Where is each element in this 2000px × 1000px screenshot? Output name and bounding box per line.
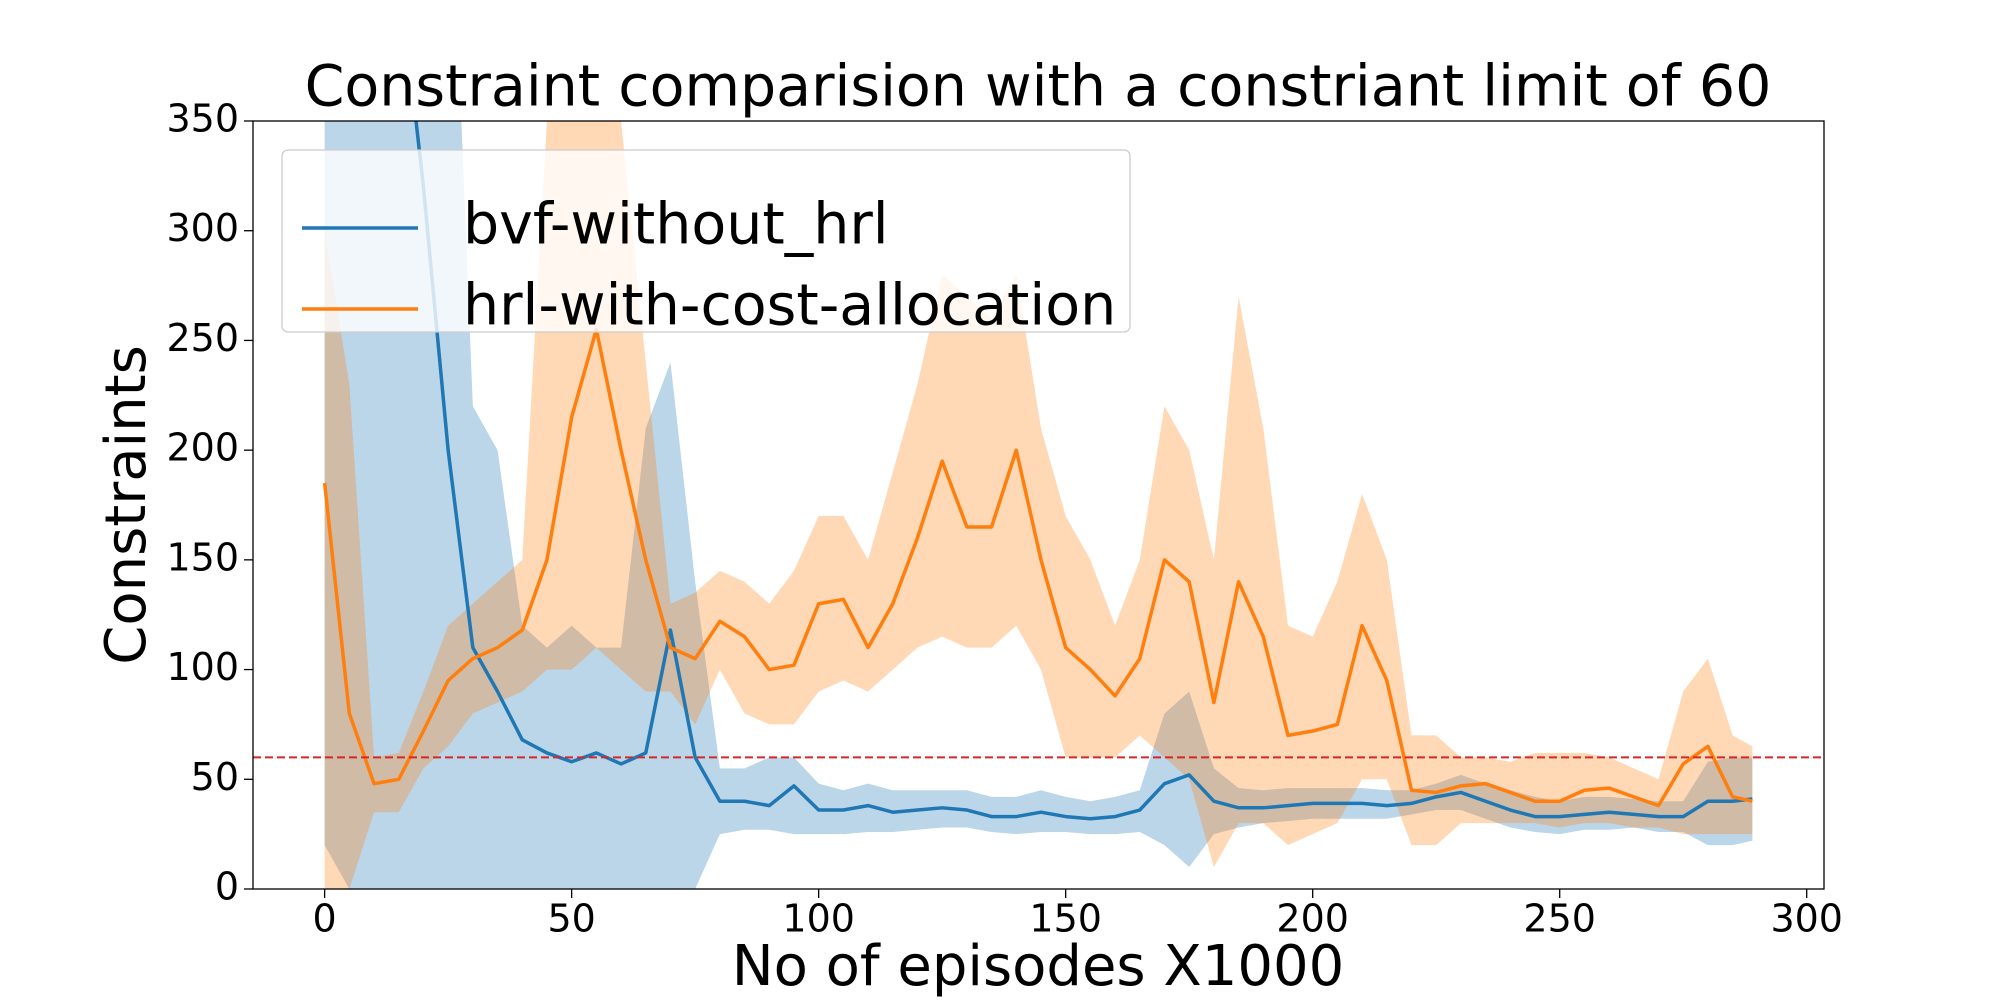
y-tick-label: 300 (166, 206, 239, 250)
confidence-band (324, 121, 1753, 889)
x-axis-label: No of episodes X1000 (732, 934, 1345, 999)
x-tick-label: 150 (1029, 897, 1102, 941)
series-line (414, 121, 1753, 821)
x-tick-label: 0 (313, 897, 337, 941)
legend-label: bvf-without_hrl (463, 192, 889, 258)
y-tick-label: 0 (215, 865, 239, 909)
x-tick-label: 100 (782, 897, 855, 941)
y-tick-label: 150 (166, 535, 239, 579)
y-tick-label: 200 (166, 426, 239, 470)
plot-frame (252, 120, 1825, 890)
axes: 0 50 100 150 200 250 300 0 50 100 150 200 250 300 350 (166, 97, 1843, 941)
y-tick-label: 250 (166, 316, 239, 360)
x-tick-label: 250 (1523, 897, 1596, 941)
legend-label: hrl-with-cost-allocation (463, 273, 1116, 339)
plot-area (253, 121, 1824, 889)
legend-box (281, 149, 1131, 333)
y-tick-label: 350 (166, 97, 239, 141)
series-line (322, 327, 1753, 808)
x-tick-label: 200 (1276, 897, 1349, 941)
x-tick-label: 300 (1770, 897, 1843, 941)
legend: bvf-without_hrl hrl-with-cost-allocation (281, 149, 1131, 339)
y-axis-label: Constraints (94, 345, 159, 665)
x-tick-label: 50 (547, 897, 595, 941)
y-tick-label: 50 (191, 755, 239, 799)
y-tick-label: 100 (166, 645, 239, 689)
chart-title: Constraint comparision with a constriant… (305, 54, 1772, 120)
confidence-band (324, 121, 1753, 889)
